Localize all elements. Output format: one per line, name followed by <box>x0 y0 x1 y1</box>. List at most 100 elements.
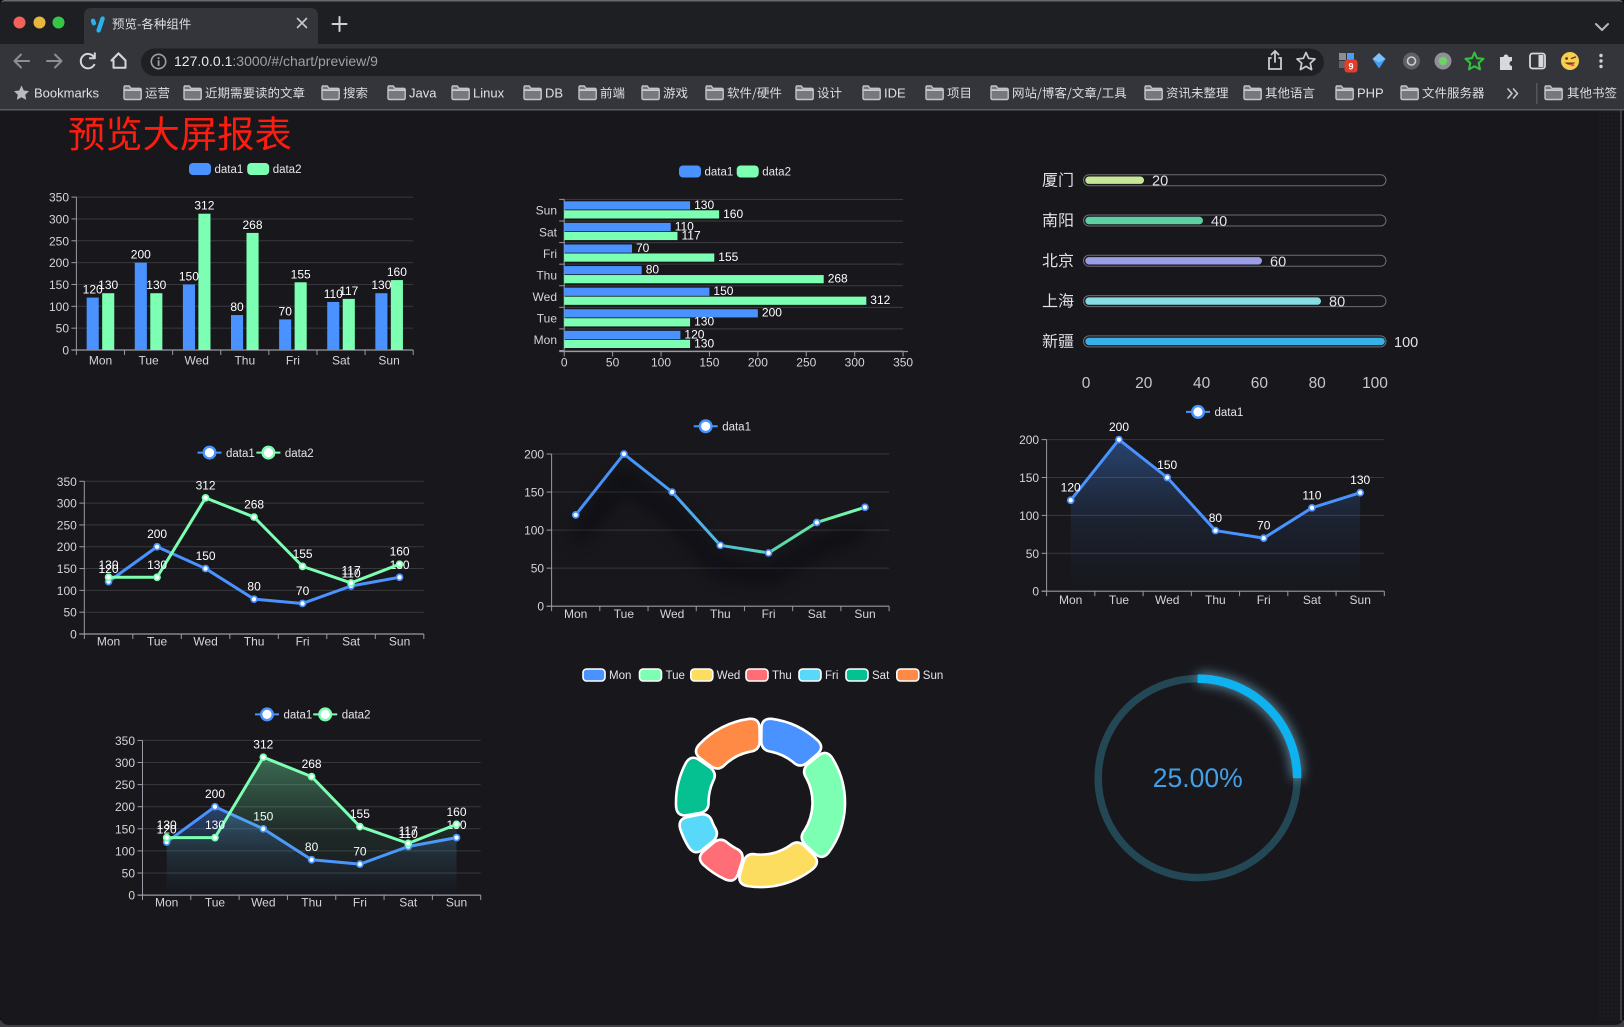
svg-text:data1: data1 <box>226 448 255 460</box>
svg-text:Mon: Mon <box>89 354 112 368</box>
svg-text:130: 130 <box>157 818 177 832</box>
svg-text:100: 100 <box>1362 375 1388 392</box>
svg-text:Sat: Sat <box>808 607 827 621</box>
svg-text:155: 155 <box>293 547 313 561</box>
svg-text:117: 117 <box>339 284 358 298</box>
svg-text:200: 200 <box>762 306 782 320</box>
svg-text:200: 200 <box>115 800 135 814</box>
svg-text:80: 80 <box>646 263 660 277</box>
svg-text:150: 150 <box>713 284 733 298</box>
svg-text:120: 120 <box>684 327 704 341</box>
svg-text:150: 150 <box>49 278 69 292</box>
svg-text:data1: data1 <box>705 167 734 179</box>
svg-text:100: 100 <box>49 300 69 314</box>
svg-text:DB: DB <box>545 86 563 101</box>
svg-text:Thu: Thu <box>234 354 255 368</box>
svg-text:Fri: Fri <box>353 896 367 910</box>
svg-text:Tue: Tue <box>205 896 226 910</box>
svg-text:Fri: Fri <box>825 670 838 682</box>
svg-text:data2: data2 <box>762 167 791 179</box>
svg-text:Tue: Tue <box>614 607 635 621</box>
svg-text:130: 130 <box>1350 473 1370 487</box>
svg-text:Sun: Sun <box>378 354 399 368</box>
svg-text:200: 200 <box>49 256 69 270</box>
svg-text:300: 300 <box>57 497 77 511</box>
svg-text:Mon: Mon <box>534 333 557 347</box>
svg-text:Fri: Fri <box>286 354 300 368</box>
svg-text:Mon: Mon <box>564 607 587 621</box>
svg-text:Sun: Sun <box>536 204 557 218</box>
svg-text:100: 100 <box>651 356 671 370</box>
svg-text:110: 110 <box>675 219 694 233</box>
svg-text:40: 40 <box>1193 375 1211 392</box>
svg-text:Wed: Wed <box>184 354 208 368</box>
svg-text:Wed: Wed <box>660 607 684 621</box>
svg-text:data1: data1 <box>1215 407 1244 419</box>
svg-text:250: 250 <box>57 518 77 532</box>
svg-text:155: 155 <box>718 250 738 264</box>
svg-text:Thu: Thu <box>772 670 792 682</box>
svg-text:200: 200 <box>524 448 544 462</box>
svg-text:150: 150 <box>1157 458 1177 472</box>
svg-text:0: 0 <box>62 344 69 358</box>
svg-text:150: 150 <box>524 486 544 500</box>
svg-text:312: 312 <box>870 293 890 307</box>
svg-text:117: 117 <box>342 564 361 578</box>
svg-text:150: 150 <box>699 356 719 370</box>
svg-text:300: 300 <box>115 756 135 770</box>
svg-text:50: 50 <box>122 867 136 881</box>
svg-text:250: 250 <box>115 778 135 792</box>
svg-text:200: 200 <box>57 540 77 554</box>
svg-text:Bookmarks: Bookmarks <box>34 86 100 101</box>
svg-text:80: 80 <box>230 300 244 314</box>
svg-text:20: 20 <box>1152 174 1168 190</box>
svg-text:Sat: Sat <box>1303 593 1322 607</box>
svg-text:50: 50 <box>531 562 545 576</box>
svg-text:PHP: PHP <box>1357 86 1384 101</box>
svg-text:Sat: Sat <box>342 635 361 649</box>
svg-text:Sat: Sat <box>332 354 351 368</box>
svg-text:312: 312 <box>194 199 214 213</box>
svg-text:Wed: Wed <box>1155 593 1179 607</box>
svg-text:150: 150 <box>196 549 216 563</box>
svg-text:Thu: Thu <box>710 607 731 621</box>
svg-text:312: 312 <box>253 738 273 752</box>
svg-text:120: 120 <box>157 823 177 837</box>
svg-text:Fri: Fri <box>543 247 557 261</box>
svg-text:250: 250 <box>49 234 69 248</box>
svg-text:data2: data2 <box>342 710 371 722</box>
svg-text:100: 100 <box>524 524 544 538</box>
svg-text:0: 0 <box>1082 375 1091 392</box>
svg-text:0: 0 <box>1032 585 1039 599</box>
svg-text:70: 70 <box>296 584 310 598</box>
svg-text:130: 130 <box>694 336 714 350</box>
svg-text:0: 0 <box>561 356 568 370</box>
svg-text:130: 130 <box>98 558 118 572</box>
svg-text:Java: Java <box>409 86 437 101</box>
svg-text:Tue: Tue <box>537 312 558 326</box>
svg-text:40: 40 <box>1211 214 1227 230</box>
svg-text:Thu: Thu <box>301 896 322 910</box>
svg-text:60: 60 <box>1251 375 1269 392</box>
svg-text:268: 268 <box>242 218 262 232</box>
svg-text:data1: data1 <box>284 710 313 722</box>
svg-text:200: 200 <box>748 356 768 370</box>
svg-text:0: 0 <box>128 889 135 903</box>
svg-text:130: 130 <box>694 315 714 329</box>
svg-text:Sun: Sun <box>389 635 410 649</box>
svg-text:110: 110 <box>399 827 418 841</box>
svg-text:130: 130 <box>147 558 167 572</box>
svg-text:80: 80 <box>1329 295 1345 311</box>
svg-text:50: 50 <box>1026 547 1040 561</box>
svg-text:Sat: Sat <box>399 896 418 910</box>
svg-text:350: 350 <box>57 475 77 489</box>
svg-text:155: 155 <box>350 807 370 821</box>
svg-text:250: 250 <box>796 356 816 370</box>
svg-text:160: 160 <box>390 545 410 559</box>
svg-text:Mon: Mon <box>1059 593 1082 607</box>
svg-text:Linux: Linux <box>473 86 505 101</box>
svg-text:268: 268 <box>828 272 848 286</box>
svg-text:data1: data1 <box>722 422 751 434</box>
svg-text:Thu: Thu <box>536 268 557 282</box>
svg-text:50: 50 <box>606 356 620 370</box>
